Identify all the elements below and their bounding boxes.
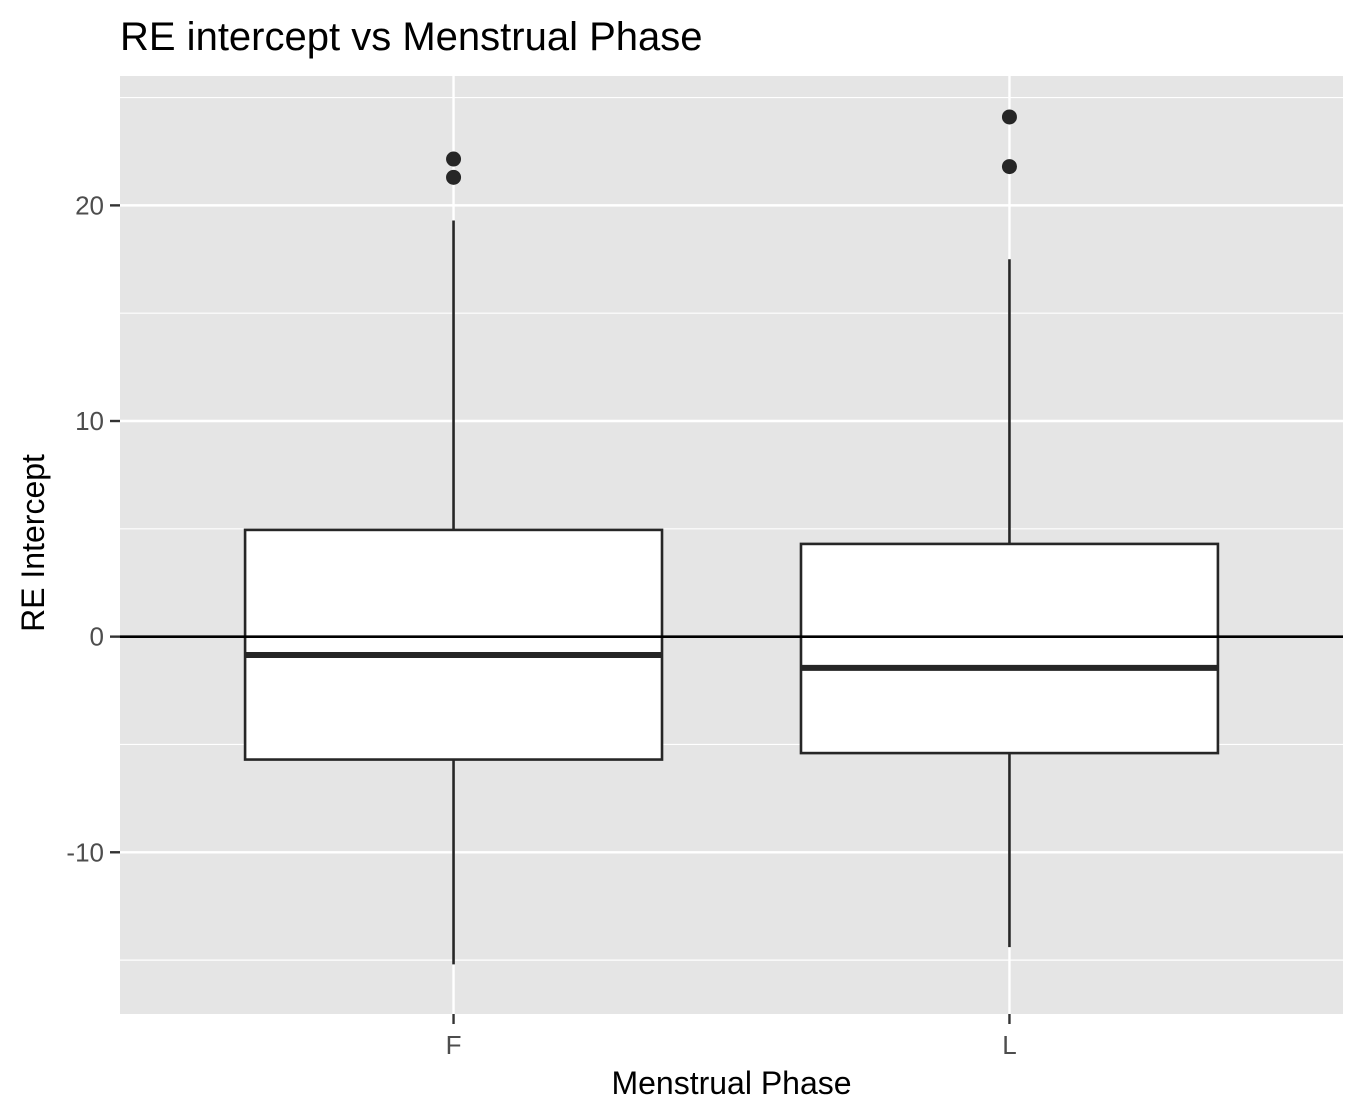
x-tick-label: L: [1002, 1030, 1016, 1060]
outlier-point: [446, 169, 462, 185]
iqr-box: [243, 528, 664, 761]
iqr-box: [799, 542, 1220, 755]
outlier-point: [1001, 109, 1017, 125]
outliers: [446, 109, 1017, 185]
chart-title: RE intercept vs Menstrual Phase: [120, 15, 702, 59]
y-tick-label: 20: [75, 190, 104, 220]
box-F: [243, 220, 664, 965]
y-axis: -10 0 10 20: [66, 190, 120, 867]
outlier-point: [446, 151, 462, 167]
y-tick-label: -10: [66, 837, 104, 867]
x-axis-title: Menstrual Phase: [611, 1065, 851, 1101]
box-L: [799, 259, 1220, 948]
y-tick-label: 10: [75, 406, 104, 436]
y-axis-title: RE Intercept: [15, 454, 51, 632]
outlier-point: [1001, 159, 1017, 175]
boxes: [243, 220, 1220, 965]
y-tick-label: 0: [90, 622, 104, 652]
x-tick-label: F: [446, 1030, 462, 1060]
